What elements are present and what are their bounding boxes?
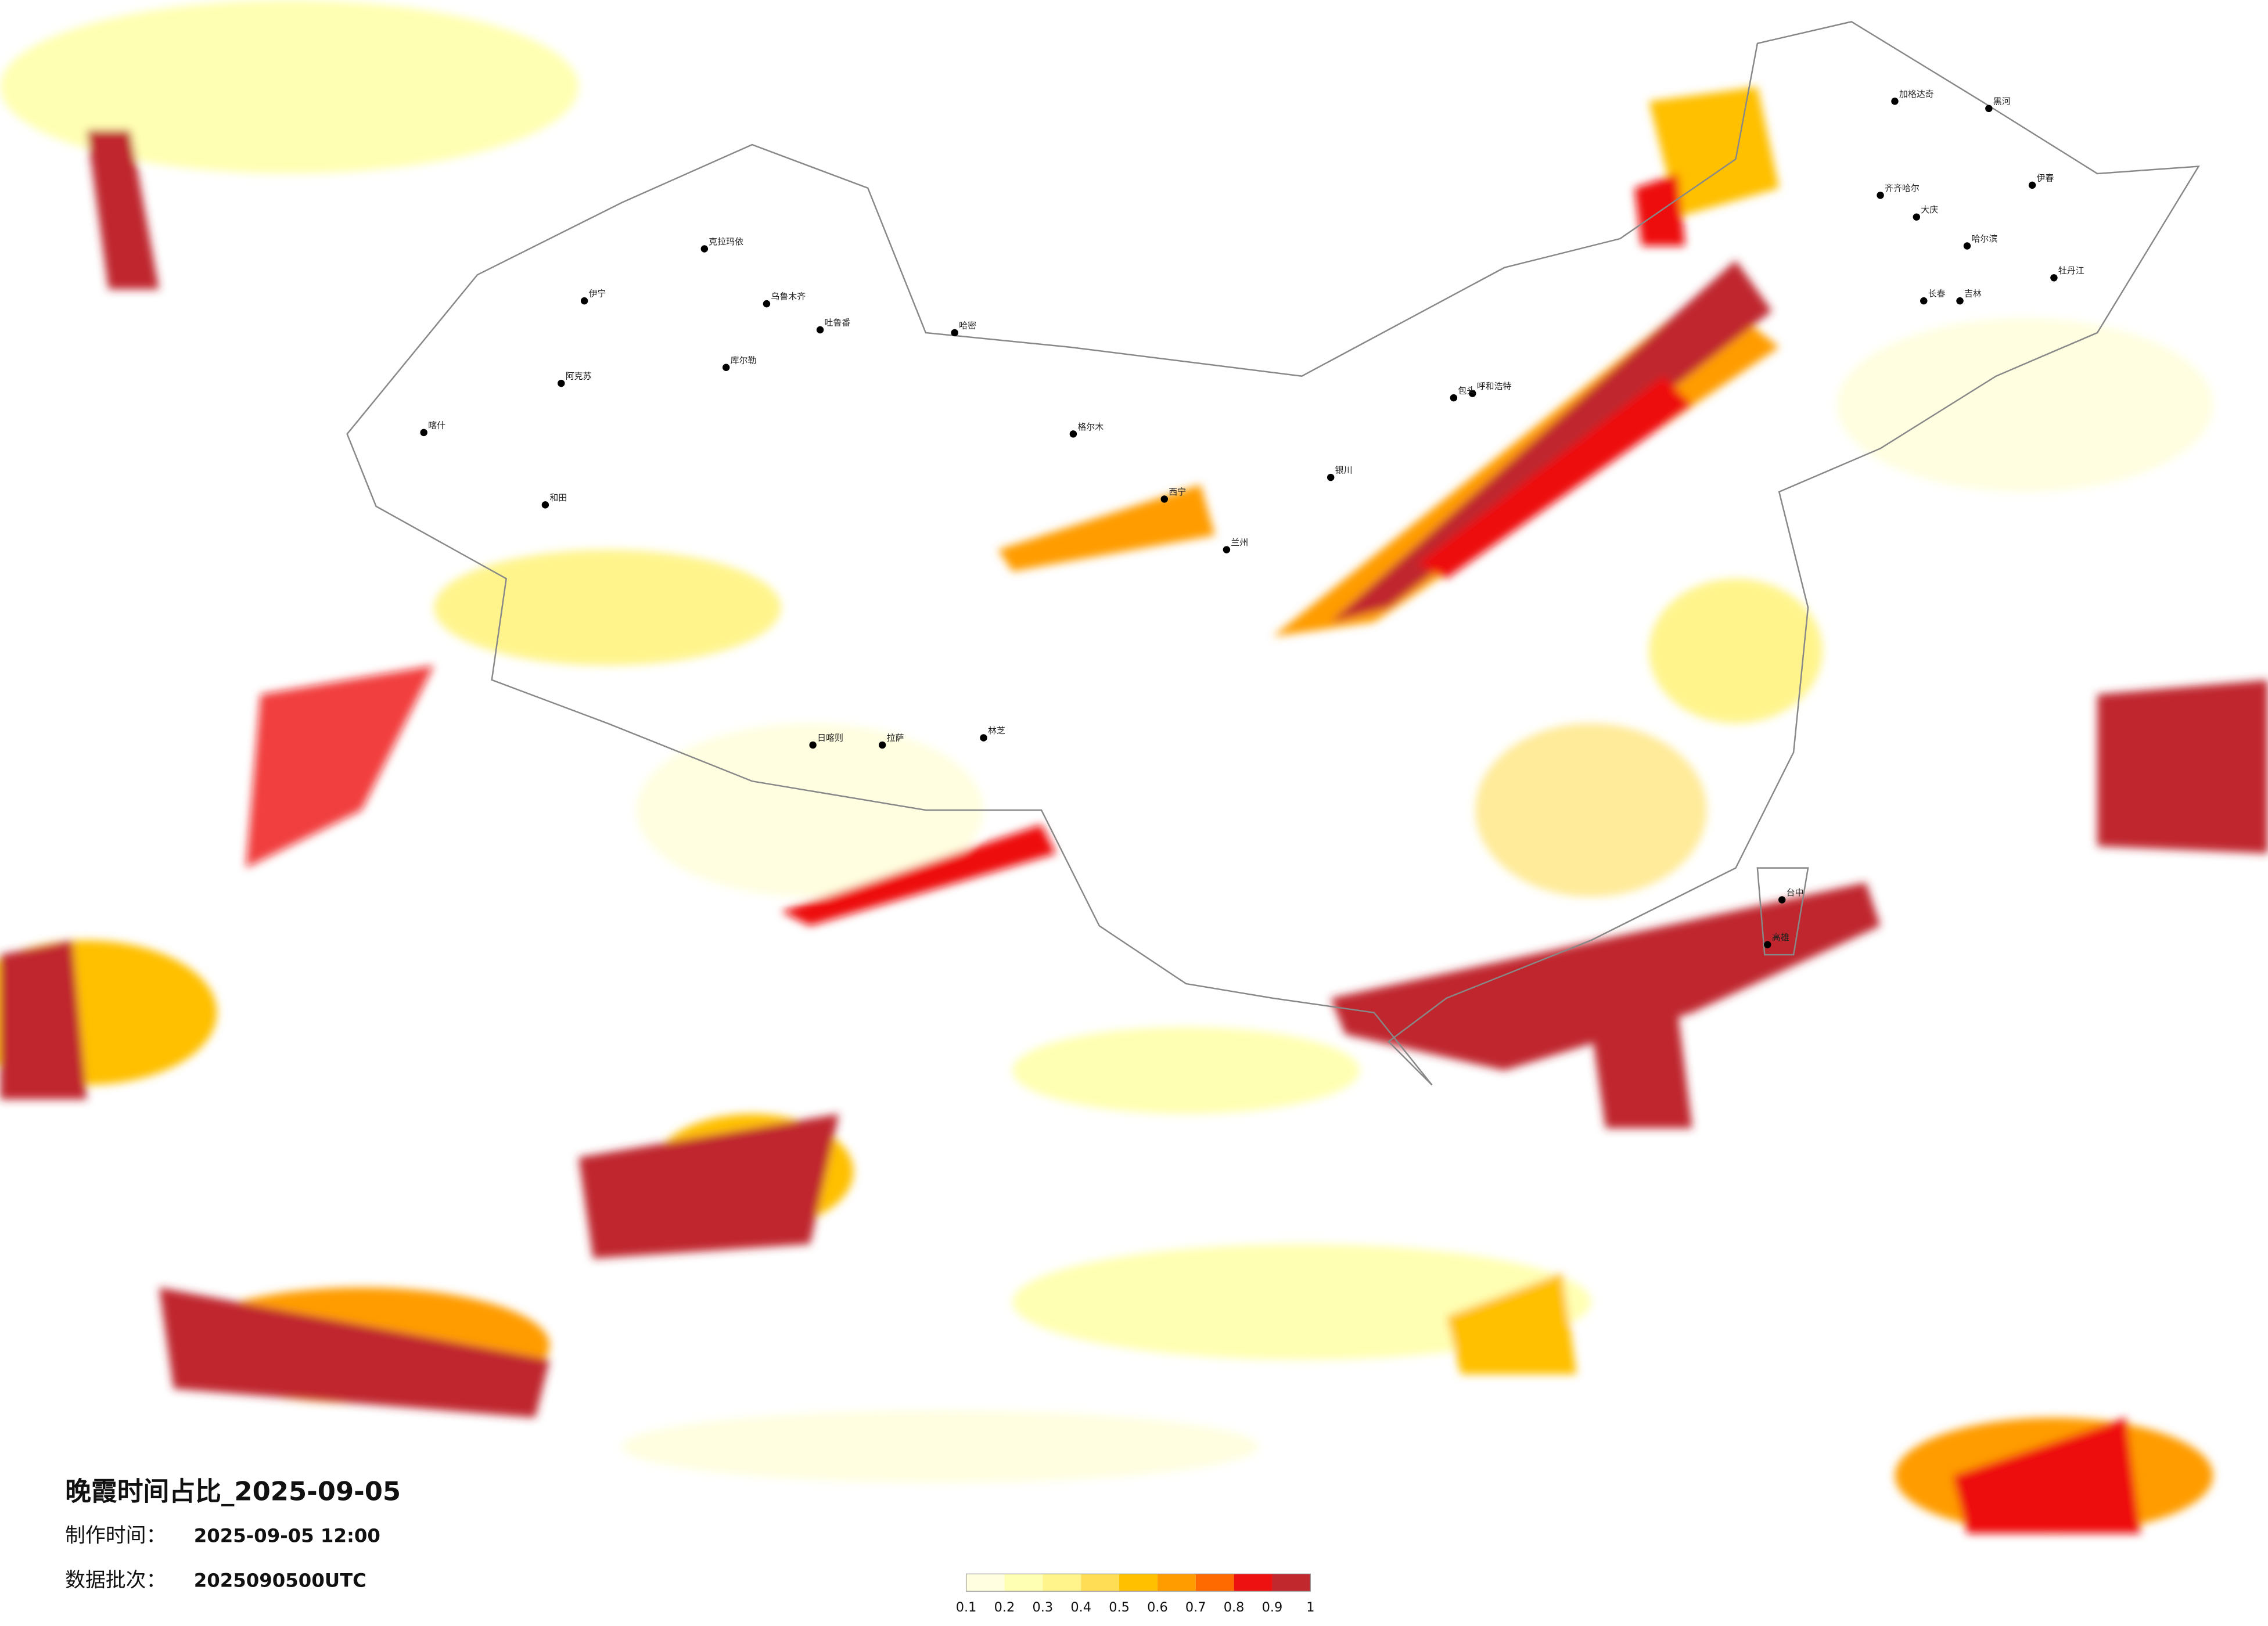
city-label: 长春: [1928, 289, 1946, 299]
city-label: 伊宁: [589, 289, 606, 299]
legend-tick-label: 0.9: [1262, 1600, 1283, 1615]
batch-label: 数据批次：: [65, 1569, 166, 1592]
city-dot: [1778, 896, 1786, 904]
city-dot: [420, 429, 427, 437]
city-label: 林芝: [988, 725, 1005, 736]
city-label: 乌鲁木齐: [771, 292, 806, 302]
city-dot: [2050, 274, 2058, 282]
legend-swatch: [966, 1574, 1005, 1592]
city-dot: [558, 379, 565, 387]
city-dot: [1956, 297, 1964, 305]
made-label: 制作时间：: [65, 1524, 166, 1548]
legend-tick-label: 1: [1306, 1600, 1314, 1615]
legend-swatch: [1195, 1574, 1234, 1592]
legend-swatch: [1004, 1574, 1043, 1592]
legend-tick-label: 0.7: [1185, 1600, 1206, 1615]
city-label: 呼和浩特: [1477, 381, 1512, 391]
city-label: 哈尔滨: [1971, 233, 1997, 244]
legend-tick-label: 0.5: [1109, 1600, 1130, 1615]
city-label: 加格达奇: [1899, 89, 1934, 99]
legend-swatch: [1272, 1574, 1311, 1592]
city-label: 黑河: [1993, 96, 2011, 106]
city-label: 大庆: [1921, 204, 1938, 215]
city-dot: [1963, 242, 1971, 250]
city-label: 牡丹江: [2058, 265, 2084, 276]
city-dot: [1469, 390, 1476, 397]
city-dot: [951, 329, 958, 337]
legend-swatch: [1119, 1574, 1158, 1592]
city-dot: [1327, 473, 1335, 481]
city-label: 喀什: [428, 420, 445, 430]
city-dot: [816, 326, 824, 334]
city-label: 西宁: [1169, 487, 1186, 497]
city-dot: [1891, 98, 1899, 105]
legend-tick-label: 0.6: [1147, 1600, 1168, 1615]
city-dot: [878, 741, 886, 749]
city-dot: [1764, 941, 1771, 948]
city-label: 格尔木: [1077, 422, 1104, 432]
city-label: 吐鲁番: [825, 317, 851, 328]
made-time: 2025-09-05 12:00: [194, 1525, 380, 1547]
city-label: 吉林: [1964, 289, 1982, 299]
city-label: 克拉玛依: [709, 236, 743, 247]
legend-tick-label: 0.1: [956, 1600, 977, 1615]
city-dot: [1920, 297, 1928, 305]
city-label: 哈密: [959, 320, 976, 330]
city-dot: [809, 741, 817, 749]
batch: 2025090500UTC: [194, 1570, 366, 1592]
city-label: 兰州: [1231, 537, 1248, 548]
legend-swatch: [1081, 1574, 1120, 1592]
city-label: 库尔勒: [731, 355, 757, 365]
city-dot: [1913, 213, 1921, 221]
city-label: 伊春: [2037, 172, 2054, 183]
city-dot: [1985, 105, 1993, 113]
city-dot: [700, 245, 709, 253]
city-label: 阿克苏: [566, 371, 592, 382]
city-dot: [2028, 181, 2036, 189]
city-label: 日喀则: [817, 732, 843, 743]
city-label: 和田: [549, 492, 567, 503]
island-border: [1756, 867, 1809, 956]
city-dot: [763, 300, 771, 308]
city-dot: [1450, 394, 1458, 402]
legend-tick-label: 0.4: [1070, 1600, 1091, 1615]
city-dot: [580, 297, 588, 305]
city-dot: [541, 501, 549, 509]
legend-swatch: [1157, 1574, 1196, 1592]
map-title: 晚霞时间占比_2025-09-05: [65, 1476, 401, 1506]
legend-swatch: [1043, 1574, 1081, 1592]
city-label: 银川: [1335, 465, 1353, 476]
legend-swatch: [1234, 1574, 1273, 1592]
city-dot: [722, 364, 730, 371]
city-label: 齐齐哈尔: [1885, 183, 1920, 193]
city-dot: [1223, 546, 1231, 553]
city-dot: [1160, 495, 1169, 503]
city-label: 高雄: [1772, 932, 1789, 942]
city-label: 台中: [1787, 887, 1804, 898]
color-legend: 0.1 0.2 0.3 0.4 0.5 0.6 0.7 0.8 0.9 1: [956, 1573, 1314, 1615]
city-label: 拉萨: [887, 732, 904, 743]
city-label: 包头: [1458, 386, 1475, 396]
city-dot: [980, 734, 987, 742]
country-border: [346, 21, 2200, 1086]
legend-tick-label: 0.8: [1224, 1600, 1245, 1615]
legend-tick-label: 0.3: [1033, 1600, 1054, 1615]
legend-frame: [965, 1573, 1311, 1592]
legend-tick-label: 0.2: [994, 1600, 1015, 1615]
heat-field: [0, 0, 2268, 1534]
city-dot: [1877, 192, 1884, 199]
city-dot: [1069, 430, 1077, 438]
